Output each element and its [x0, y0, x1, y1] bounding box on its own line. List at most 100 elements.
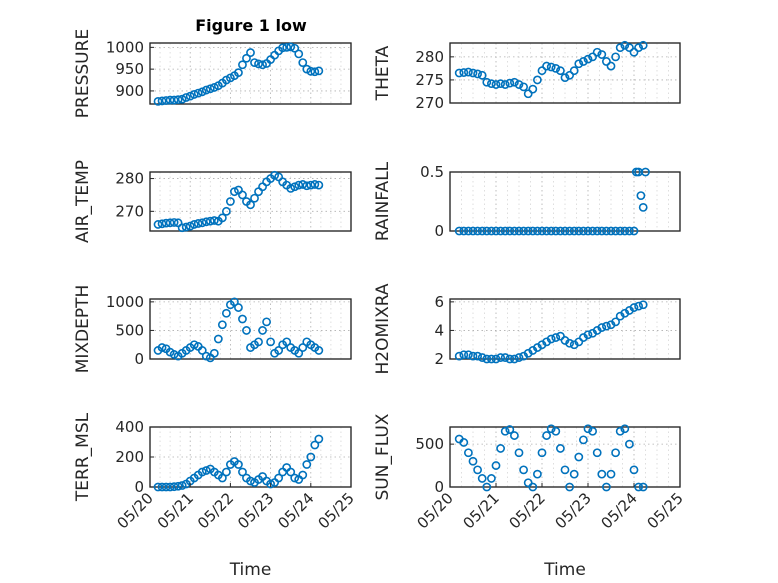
data-point	[177, 94, 187, 104]
data-point	[523, 89, 533, 99]
data-point	[459, 438, 469, 447]
y-axis-label: RAINFALL	[373, 161, 393, 241]
data-point	[290, 43, 300, 53]
data-point	[510, 226, 519, 236]
x-tick-label: 05/21	[460, 489, 503, 532]
data-point	[193, 219, 203, 228]
x-tick-label: 05/22	[506, 489, 549, 532]
data-point	[310, 67, 320, 77]
data-point	[625, 226, 634, 236]
data-point	[477, 353, 487, 362]
data-point	[629, 47, 639, 57]
data-point	[242, 326, 251, 335]
data-point	[205, 216, 215, 226]
data-point	[463, 448, 473, 458]
data-point	[221, 467, 231, 477]
data-point	[486, 79, 496, 89]
data-point	[583, 226, 593, 236]
data-point	[638, 300, 648, 310]
data-point	[528, 226, 538, 236]
axes-frame	[149, 42, 352, 105]
data-point	[615, 226, 625, 236]
data-point	[523, 226, 533, 236]
data-point	[201, 466, 211, 475]
data-point	[161, 482, 171, 492]
data-point	[533, 226, 542, 236]
data-point	[165, 482, 175, 492]
data-point	[574, 226, 584, 236]
data-point	[282, 42, 292, 52]
data-point	[551, 426, 561, 436]
y-tick-label: 0.5	[420, 163, 444, 181]
data-point	[496, 444, 505, 453]
data-point	[153, 482, 163, 492]
y-tick-label: 1000	[106, 293, 144, 311]
data-point	[496, 353, 505, 362]
data-point	[638, 40, 648, 50]
data-point	[560, 226, 570, 236]
y-tick-label: 0	[434, 222, 444, 240]
data-point	[221, 308, 231, 318]
data-point	[157, 482, 167, 492]
y-tick-label: 0	[134, 350, 144, 368]
data-point	[181, 222, 191, 232]
data-point	[620, 40, 630, 50]
data-point	[546, 424, 556, 434]
y-axis-label: THETA	[373, 45, 393, 101]
data-point	[213, 334, 223, 344]
subplot-rainfall: 0 0.5 RAINFALL	[373, 161, 681, 241]
data-point	[634, 301, 643, 311]
y-tick-label: 950	[115, 60, 144, 78]
data-point	[459, 226, 469, 236]
data-point	[597, 323, 607, 332]
data-point	[282, 337, 292, 347]
data-point	[615, 426, 625, 436]
data-point	[205, 84, 215, 94]
data-point	[286, 467, 296, 477]
data-point	[551, 333, 561, 342]
data-point	[173, 95, 183, 105]
data-point	[579, 57, 588, 66]
data-point	[510, 354, 519, 364]
data-point	[477, 70, 487, 80]
data-point	[266, 337, 275, 347]
data-point	[310, 180, 320, 189]
data-point	[500, 353, 510, 362]
data-point	[473, 69, 482, 79]
data-point	[523, 478, 533, 488]
y-tick-label: 500	[115, 321, 144, 339]
y-tick-label: 900	[115, 82, 144, 100]
data-point	[221, 206, 231, 216]
data-point	[588, 226, 597, 236]
data-point	[500, 426, 510, 436]
y-tick-label: 500	[415, 435, 444, 453]
subplot-mixdepth: 0 500 1000 MIXDEPTH	[73, 285, 352, 373]
data-point	[602, 57, 611, 66]
data-point	[161, 96, 171, 105]
data-point	[574, 452, 584, 462]
data-point	[620, 424, 630, 434]
data-point	[258, 60, 267, 70]
data-point	[505, 78, 515, 88]
data-point	[306, 180, 316, 190]
data-point	[294, 49, 304, 59]
data-point	[546, 62, 556, 72]
data-point	[519, 82, 528, 92]
data-point	[197, 87, 207, 97]
data-point	[310, 440, 320, 450]
data-point	[270, 170, 280, 180]
data-point	[238, 60, 247, 70]
data-point	[611, 226, 620, 236]
data-point	[500, 226, 510, 236]
y-tick-label: 6	[434, 293, 444, 311]
data-point	[258, 326, 267, 335]
data-point	[197, 218, 207, 228]
data-point	[169, 482, 179, 492]
data-point	[294, 180, 304, 190]
data-point	[606, 469, 616, 479]
data-point	[274, 473, 284, 483]
data-point	[560, 73, 570, 83]
data-point	[298, 470, 308, 480]
data-point	[298, 343, 308, 352]
